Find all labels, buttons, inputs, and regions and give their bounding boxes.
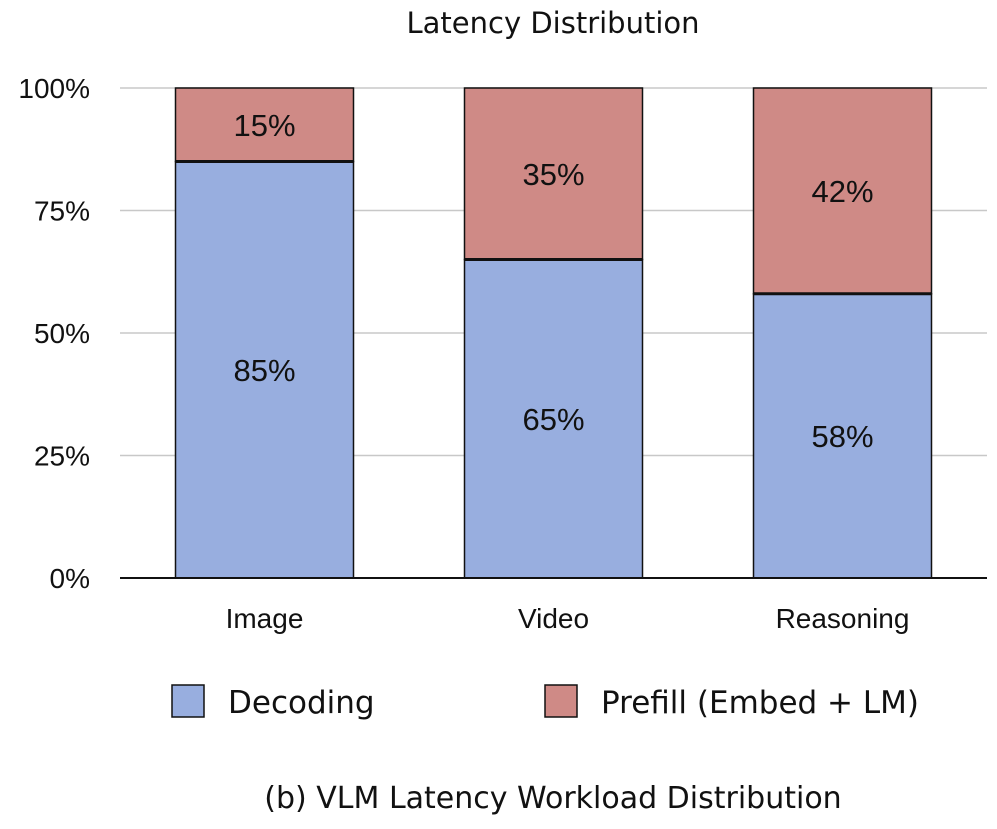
data-label: 35% <box>522 157 584 192</box>
y-tick-label: 25% <box>34 441 90 472</box>
x-category-label: Image <box>226 603 304 634</box>
bar-video-prefill <box>463 87 644 261</box>
bar-reasoning-decoding <box>752 293 933 579</box>
bar-reasoning-prefill <box>752 87 933 295</box>
chart-caption: (b) VLM Latency Workload Distribution <box>264 781 841 816</box>
y-tick-label: 50% <box>34 318 90 349</box>
x-category-label: Video <box>518 603 589 634</box>
y-tick-label: 100% <box>18 73 90 104</box>
chart-title: Latency Distribution <box>406 6 699 40</box>
legend-swatch <box>171 684 205 718</box>
y-tick-label: 0% <box>50 563 90 594</box>
legend-label: Decoding <box>228 685 375 721</box>
bars <box>174 87 933 579</box>
y-tick-label: 75% <box>34 196 90 227</box>
data-label: 58% <box>811 419 873 454</box>
legend: Decoding Prefill (Embed + LM) <box>171 684 919 721</box>
legend-label: Prefill (Embed + LM) <box>601 685 919 721</box>
bar-value-labels: 85% 15% 65% 35% 58% 42% <box>233 108 873 454</box>
y-axis-ticks: 0% 25% 50% 75% 100% <box>18 73 90 594</box>
data-label: 15% <box>233 108 295 143</box>
data-label: 65% <box>522 402 584 437</box>
x-category-label: Reasoning <box>776 603 910 634</box>
data-label: 42% <box>811 174 873 209</box>
data-label: 85% <box>233 353 295 388</box>
x-axis-categories: Image Video Reasoning <box>226 603 910 634</box>
legend-swatch <box>544 684 578 718</box>
bar-image-decoding <box>174 160 355 579</box>
